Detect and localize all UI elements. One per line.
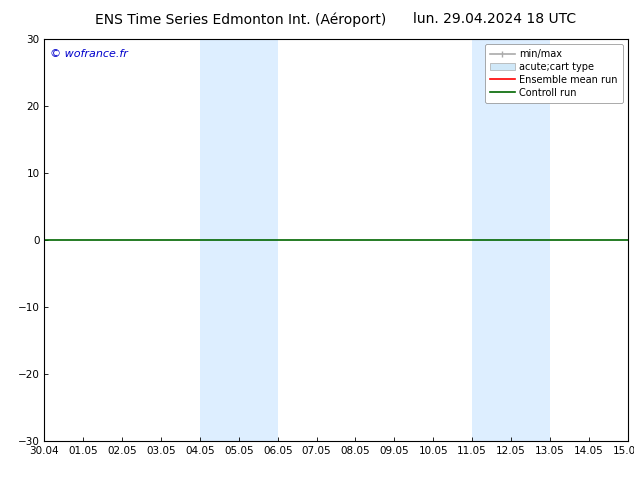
- Bar: [200, 39, 278, 441]
- Legend: min/max, acute;cart type, Ensemble mean run, Controll run: min/max, acute;cart type, Ensemble mean …: [486, 44, 623, 102]
- Text: © wofrance.fr: © wofrance.fr: [50, 49, 128, 59]
- Text: ENS Time Series Edmonton Int. (Aéroport): ENS Time Series Edmonton Int. (Aéroport): [95, 12, 387, 27]
- Bar: [472, 39, 550, 441]
- Text: lun. 29.04.2024 18 UTC: lun. 29.04.2024 18 UTC: [413, 12, 576, 26]
